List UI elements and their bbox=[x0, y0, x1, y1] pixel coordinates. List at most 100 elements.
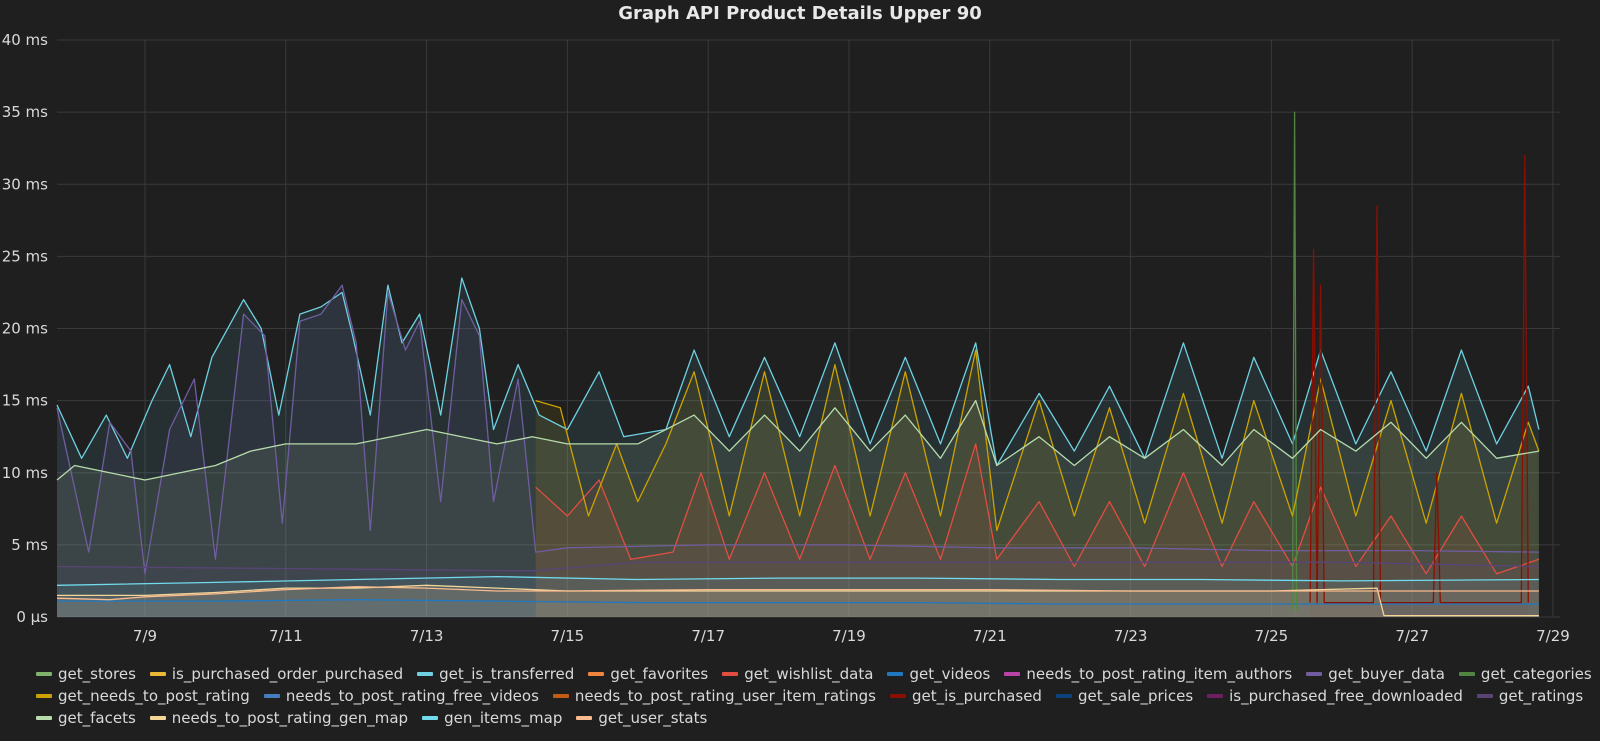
legend-label: gen_items_map bbox=[444, 709, 563, 727]
legend-item-get_is_transferred[interactable]: get_is_transferred bbox=[417, 665, 574, 683]
legend-swatch bbox=[36, 672, 52, 676]
legend-swatch bbox=[722, 672, 739, 676]
series-line-get_categories[interactable] bbox=[1291, 111, 1298, 610]
legend-item-get_ratings[interactable]: get_ratings bbox=[1476, 687, 1584, 705]
legend-label: get_categories bbox=[1480, 665, 1592, 683]
y-tick-label: 40 ms bbox=[2, 31, 48, 49]
legend-label: get_is_transferred bbox=[439, 665, 575, 683]
series-line-get_wishlist_data[interactable] bbox=[535, 443, 1540, 575]
x-tick-label: 7/21 bbox=[973, 627, 1007, 645]
y-axis: 0 µs 5 ms 10 ms 15 ms 20 ms 25 ms 30 ms 35 ms 40… bbox=[2, 31, 48, 626]
y-tick-label: 15 ms bbox=[2, 392, 48, 410]
series-line-get_videos[interactable] bbox=[57, 599, 1539, 605]
series-area-needs_to_post_rating_gen_map bbox=[57, 585, 1539, 617]
legend-label: get_user_stats bbox=[598, 709, 708, 727]
series-line-get_user_stats[interactable] bbox=[56, 586, 1539, 601]
legend-item-get_videos[interactable]: get_videos bbox=[887, 665, 990, 683]
legend: get_stores is_purchased_order_purchased ge… bbox=[36, 665, 1596, 727]
series-area-get_buyer_data bbox=[57, 285, 1539, 617]
y-tick-label: 10 ms bbox=[2, 464, 48, 482]
y-tick-label: 30 ms bbox=[2, 175, 48, 193]
legend-item-get_wishlist_data[interactable]: get_wishlist_data bbox=[722, 665, 873, 683]
series-line-get_buyer_data[interactable] bbox=[56, 284, 1539, 575]
legend-item-needs_to_post_rating_gen_map[interactable]: needs_to_post_rating_gen_map bbox=[149, 709, 409, 727]
series-line-get_is_transferred[interactable] bbox=[56, 277, 1540, 467]
x-tick-label: 7/29 bbox=[1536, 627, 1570, 645]
x-tick-label: 7/11 bbox=[269, 627, 303, 645]
legend-item-get_user_stats[interactable]: get_user_stats bbox=[576, 709, 707, 727]
legend-item-needs_to_post_rating_item_authors[interactable]: needs_to_post_rating_item_authors bbox=[1004, 665, 1292, 683]
legend-swatch bbox=[588, 672, 605, 676]
legend-label: get_sale_prices bbox=[1077, 687, 1194, 705]
legend-item-gen_items_map[interactable]: gen_items_map bbox=[422, 709, 562, 727]
legend-swatch bbox=[887, 672, 904, 676]
panel-title[interactable]: Graph API Product Details Upper 90 bbox=[618, 3, 982, 24]
series-line-get_facets[interactable] bbox=[56, 399, 1540, 481]
legend-swatch bbox=[552, 694, 569, 698]
legend-item-get_is_purchased[interactable]: get_is_purchased bbox=[889, 687, 1042, 705]
legend-item-get_categories[interactable]: get_categories bbox=[1458, 665, 1592, 683]
x-tick-label: 7/23 bbox=[1114, 627, 1148, 645]
legend-swatch bbox=[1458, 672, 1475, 676]
legend-swatch bbox=[1476, 694, 1493, 698]
legend-swatch bbox=[149, 716, 166, 720]
series-line-get_is_purchased[interactable] bbox=[1309, 154, 1529, 604]
legend-swatch bbox=[889, 694, 906, 698]
legend-label: get_needs_to_post_rating bbox=[58, 687, 250, 705]
legend-label: needs_to_post_rating_item_authors bbox=[1026, 665, 1293, 683]
legend-label: get_buyer_data bbox=[1328, 665, 1445, 683]
legend-label: is_purchased_free_downloaded bbox=[1229, 687, 1463, 705]
legend-swatch bbox=[576, 716, 593, 720]
legend-swatch bbox=[417, 672, 434, 676]
series-lines bbox=[56, 111, 1540, 617]
legend-swatch bbox=[36, 716, 52, 720]
legend-swatch bbox=[263, 694, 280, 698]
series-line-needs_to_post_rating_gen_map[interactable] bbox=[57, 584, 1539, 617]
chart-plot[interactable]: 0 µs 5 ms 10 ms 15 ms 20 ms 25 ms 30 ms 35 ms 40… bbox=[0, 0, 1600, 660]
x-tick-label: 7/17 bbox=[691, 627, 725, 645]
legend-label: needs_to_post_rating_user_item_ratings bbox=[574, 687, 876, 705]
legend-label: needs_to_post_rating_free_videos bbox=[285, 687, 539, 705]
legend-swatch bbox=[36, 694, 52, 698]
legend-item-is_purchased_order_purchased[interactable]: is_purchased_order_purchased bbox=[149, 665, 404, 683]
legend-item-get_needs_to_post_rating[interactable]: get_needs_to_post_rating bbox=[36, 687, 250, 705]
series-area-get_user_stats bbox=[57, 586, 1539, 617]
series-area-get_is_transferred bbox=[57, 278, 1539, 617]
legend-item-get_favorites[interactable]: get_favorites bbox=[588, 665, 708, 683]
legend-label: needs_to_post_rating_gen_map bbox=[171, 709, 409, 727]
x-axis: 7/9 7/11 7/13 7/15 7/17 7/19 7/21 7/23 7/25 7/27 7… bbox=[133, 627, 1570, 645]
legend-label: get_ratings bbox=[1498, 687, 1584, 705]
legend-item-get_sale_prices[interactable]: get_sale_prices bbox=[1055, 687, 1194, 705]
y-tick-label: 20 ms bbox=[2, 320, 48, 338]
legend-label: get_facets bbox=[58, 709, 136, 727]
legend-label: get_stores bbox=[58, 665, 136, 683]
series-line-get_needs_to_post_rating[interactable] bbox=[535, 349, 1540, 532]
legend-item-get_buyer_data[interactable]: get_buyer_data bbox=[1306, 665, 1445, 683]
legend-item-get_facets[interactable]: get_facets bbox=[36, 709, 136, 727]
legend-label: get_videos bbox=[909, 665, 991, 683]
legend-swatch bbox=[1306, 672, 1323, 676]
legend-label: is_purchased_order_purchased bbox=[171, 665, 404, 683]
y-tick-label: 5 ms bbox=[11, 536, 48, 554]
legend-label: get_favorites bbox=[610, 665, 709, 683]
series-area-gen_items_map bbox=[57, 576, 1539, 617]
legend-item-needs_to_post_rating_user_item_ratings[interactable]: needs_to_post_rating_user_item_ratings bbox=[552, 687, 876, 705]
legend-swatch bbox=[422, 716, 439, 720]
legend-swatch bbox=[149, 672, 166, 676]
series-areas bbox=[57, 112, 1539, 617]
y-tick-label: 35 ms bbox=[2, 103, 48, 121]
legend-label: get_is_purchased bbox=[911, 687, 1042, 705]
legend-swatch bbox=[1207, 694, 1224, 698]
x-tick-label: 7/19 bbox=[832, 627, 866, 645]
y-tick-label: 0 µs bbox=[16, 608, 48, 626]
x-tick-label: 7/13 bbox=[410, 627, 444, 645]
x-tick-label: 7/9 bbox=[133, 627, 157, 645]
legend-item-needs_to_post_rating_free_videos[interactable]: needs_to_post_rating_free_videos bbox=[263, 687, 539, 705]
legend-item-is_purchased_free_downloaded[interactable]: is_purchased_free_downloaded bbox=[1207, 687, 1463, 705]
x-tick-label: 7/15 bbox=[551, 627, 585, 645]
legend-item-get_stores[interactable]: get_stores bbox=[36, 665, 136, 683]
series-line-gen_items_map[interactable] bbox=[56, 575, 1539, 586]
y-tick-label: 25 ms bbox=[2, 247, 48, 265]
series-line-get_ratings[interactable] bbox=[56, 561, 1539, 572]
